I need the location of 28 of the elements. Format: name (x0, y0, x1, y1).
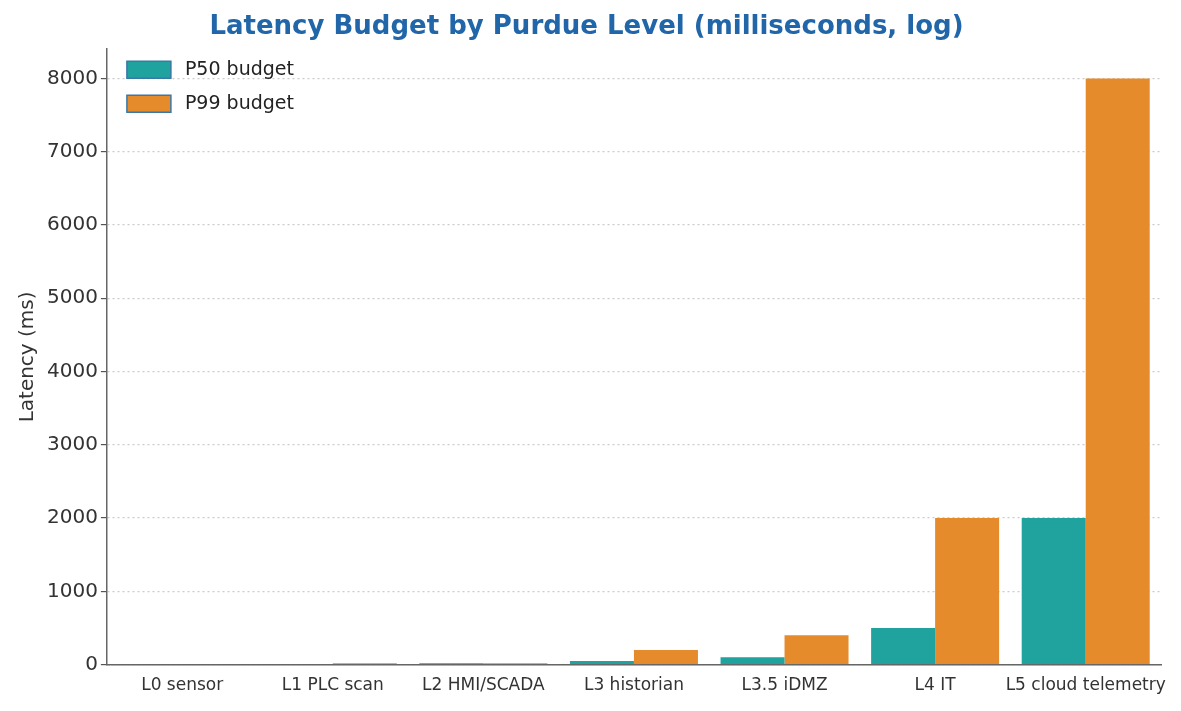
bar (1021, 518, 1086, 664)
x-tick-label: L0 sensor (141, 674, 224, 695)
y-tick-label: 0 (85, 650, 98, 675)
x-tick-label: L5 cloud telemetry (1005, 674, 1166, 695)
y-tick-label: 3000 (46, 431, 98, 456)
legend-label: P99 budget (184, 91, 294, 114)
bar (720, 657, 785, 664)
y-tick-label: 5000 (46, 284, 98, 309)
x-tick-label: L4 IT (914, 674, 957, 695)
x-tick-label: L3 historian (583, 674, 684, 695)
x-tick-label: L3.5 iDMZ (741, 674, 828, 695)
x-tick-label: L1 PLC scan (281, 674, 384, 695)
y-tick-label: 4000 (46, 357, 98, 382)
bar (1085, 78, 1150, 664)
y-tick-label: 7000 (46, 137, 98, 162)
chart-title: Latency Budget by Purdue Level (milliseconds, log) (209, 10, 964, 41)
y-tick-label: 8000 (46, 64, 98, 89)
y-tick-label: 2000 (46, 504, 98, 529)
legend-label: P50 budget (184, 57, 294, 80)
bar (784, 635, 849, 664)
bar (633, 649, 698, 664)
y-tick-label: 1000 (46, 577, 98, 602)
y-tick-label: 6000 (46, 211, 98, 236)
y-axis-title: Latency (ms) (14, 291, 39, 423)
bar (871, 627, 936, 664)
bar (569, 660, 634, 664)
x-tick-label: L2 HMI/SCADA (422, 674, 546, 695)
bar (935, 518, 1000, 664)
